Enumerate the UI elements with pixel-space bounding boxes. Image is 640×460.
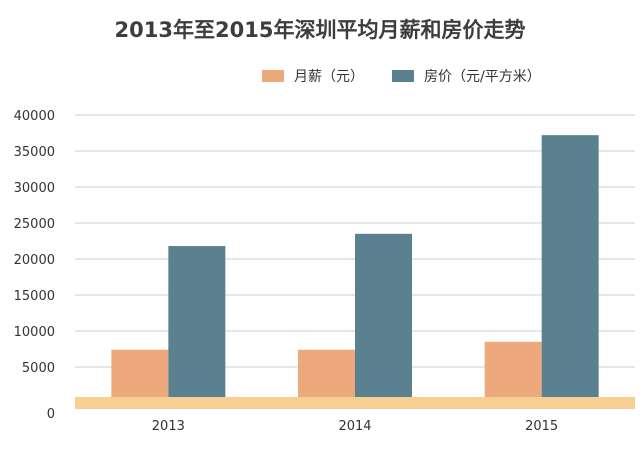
bar-house-price-2013	[168, 246, 226, 397]
y-tick-label: 25000	[14, 217, 55, 232]
x-tick-label-2013: 2013	[152, 419, 185, 434]
y-tick-label: 40000	[14, 109, 55, 124]
y-tick-label: 15000	[14, 289, 55, 304]
legend: 月薪（元） 房价（元/平方米）	[262, 66, 569, 86]
baseline-band	[75, 397, 635, 409]
bars	[111, 135, 599, 397]
bar-house-price-2014	[355, 233, 412, 397]
legend-swatch-house-price	[392, 70, 414, 82]
legend-swatch-salary	[262, 70, 284, 82]
x-tick-label-2014: 2014	[338, 419, 371, 434]
y-tick-label: 0	[47, 407, 55, 422]
y-tick-label: 10000	[14, 325, 55, 340]
axis-labels: 0 5000 10000 15000 20000 25000 30000 35000 40000…	[14, 109, 559, 434]
y-tick-label: 5000	[22, 361, 55, 376]
y-tick-label: 20000	[14, 253, 55, 268]
bar-salary-2014	[298, 349, 355, 397]
legend-item-house-price: 房价（元/平方米）	[392, 66, 541, 86]
y-tick-label: 30000	[14, 181, 55, 196]
bar-salary-2013	[111, 349, 169, 397]
legend-label-salary: 月薪（元）	[294, 69, 364, 85]
legend-label-house-price: 房价（元/平方米）	[424, 69, 541, 85]
bar-house-price-2015	[541, 135, 599, 397]
bar-salary-2015	[484, 341, 542, 397]
baseline-band-rect	[75, 397, 635, 409]
legend-item-salary: 月薪（元）	[262, 66, 364, 86]
y-tick-label: 35000	[14, 145, 55, 160]
x-tick-label-2015: 2015	[525, 419, 558, 434]
chart-title: 2013年至2015年深圳平均月薪和房价走势	[114, 18, 526, 42]
